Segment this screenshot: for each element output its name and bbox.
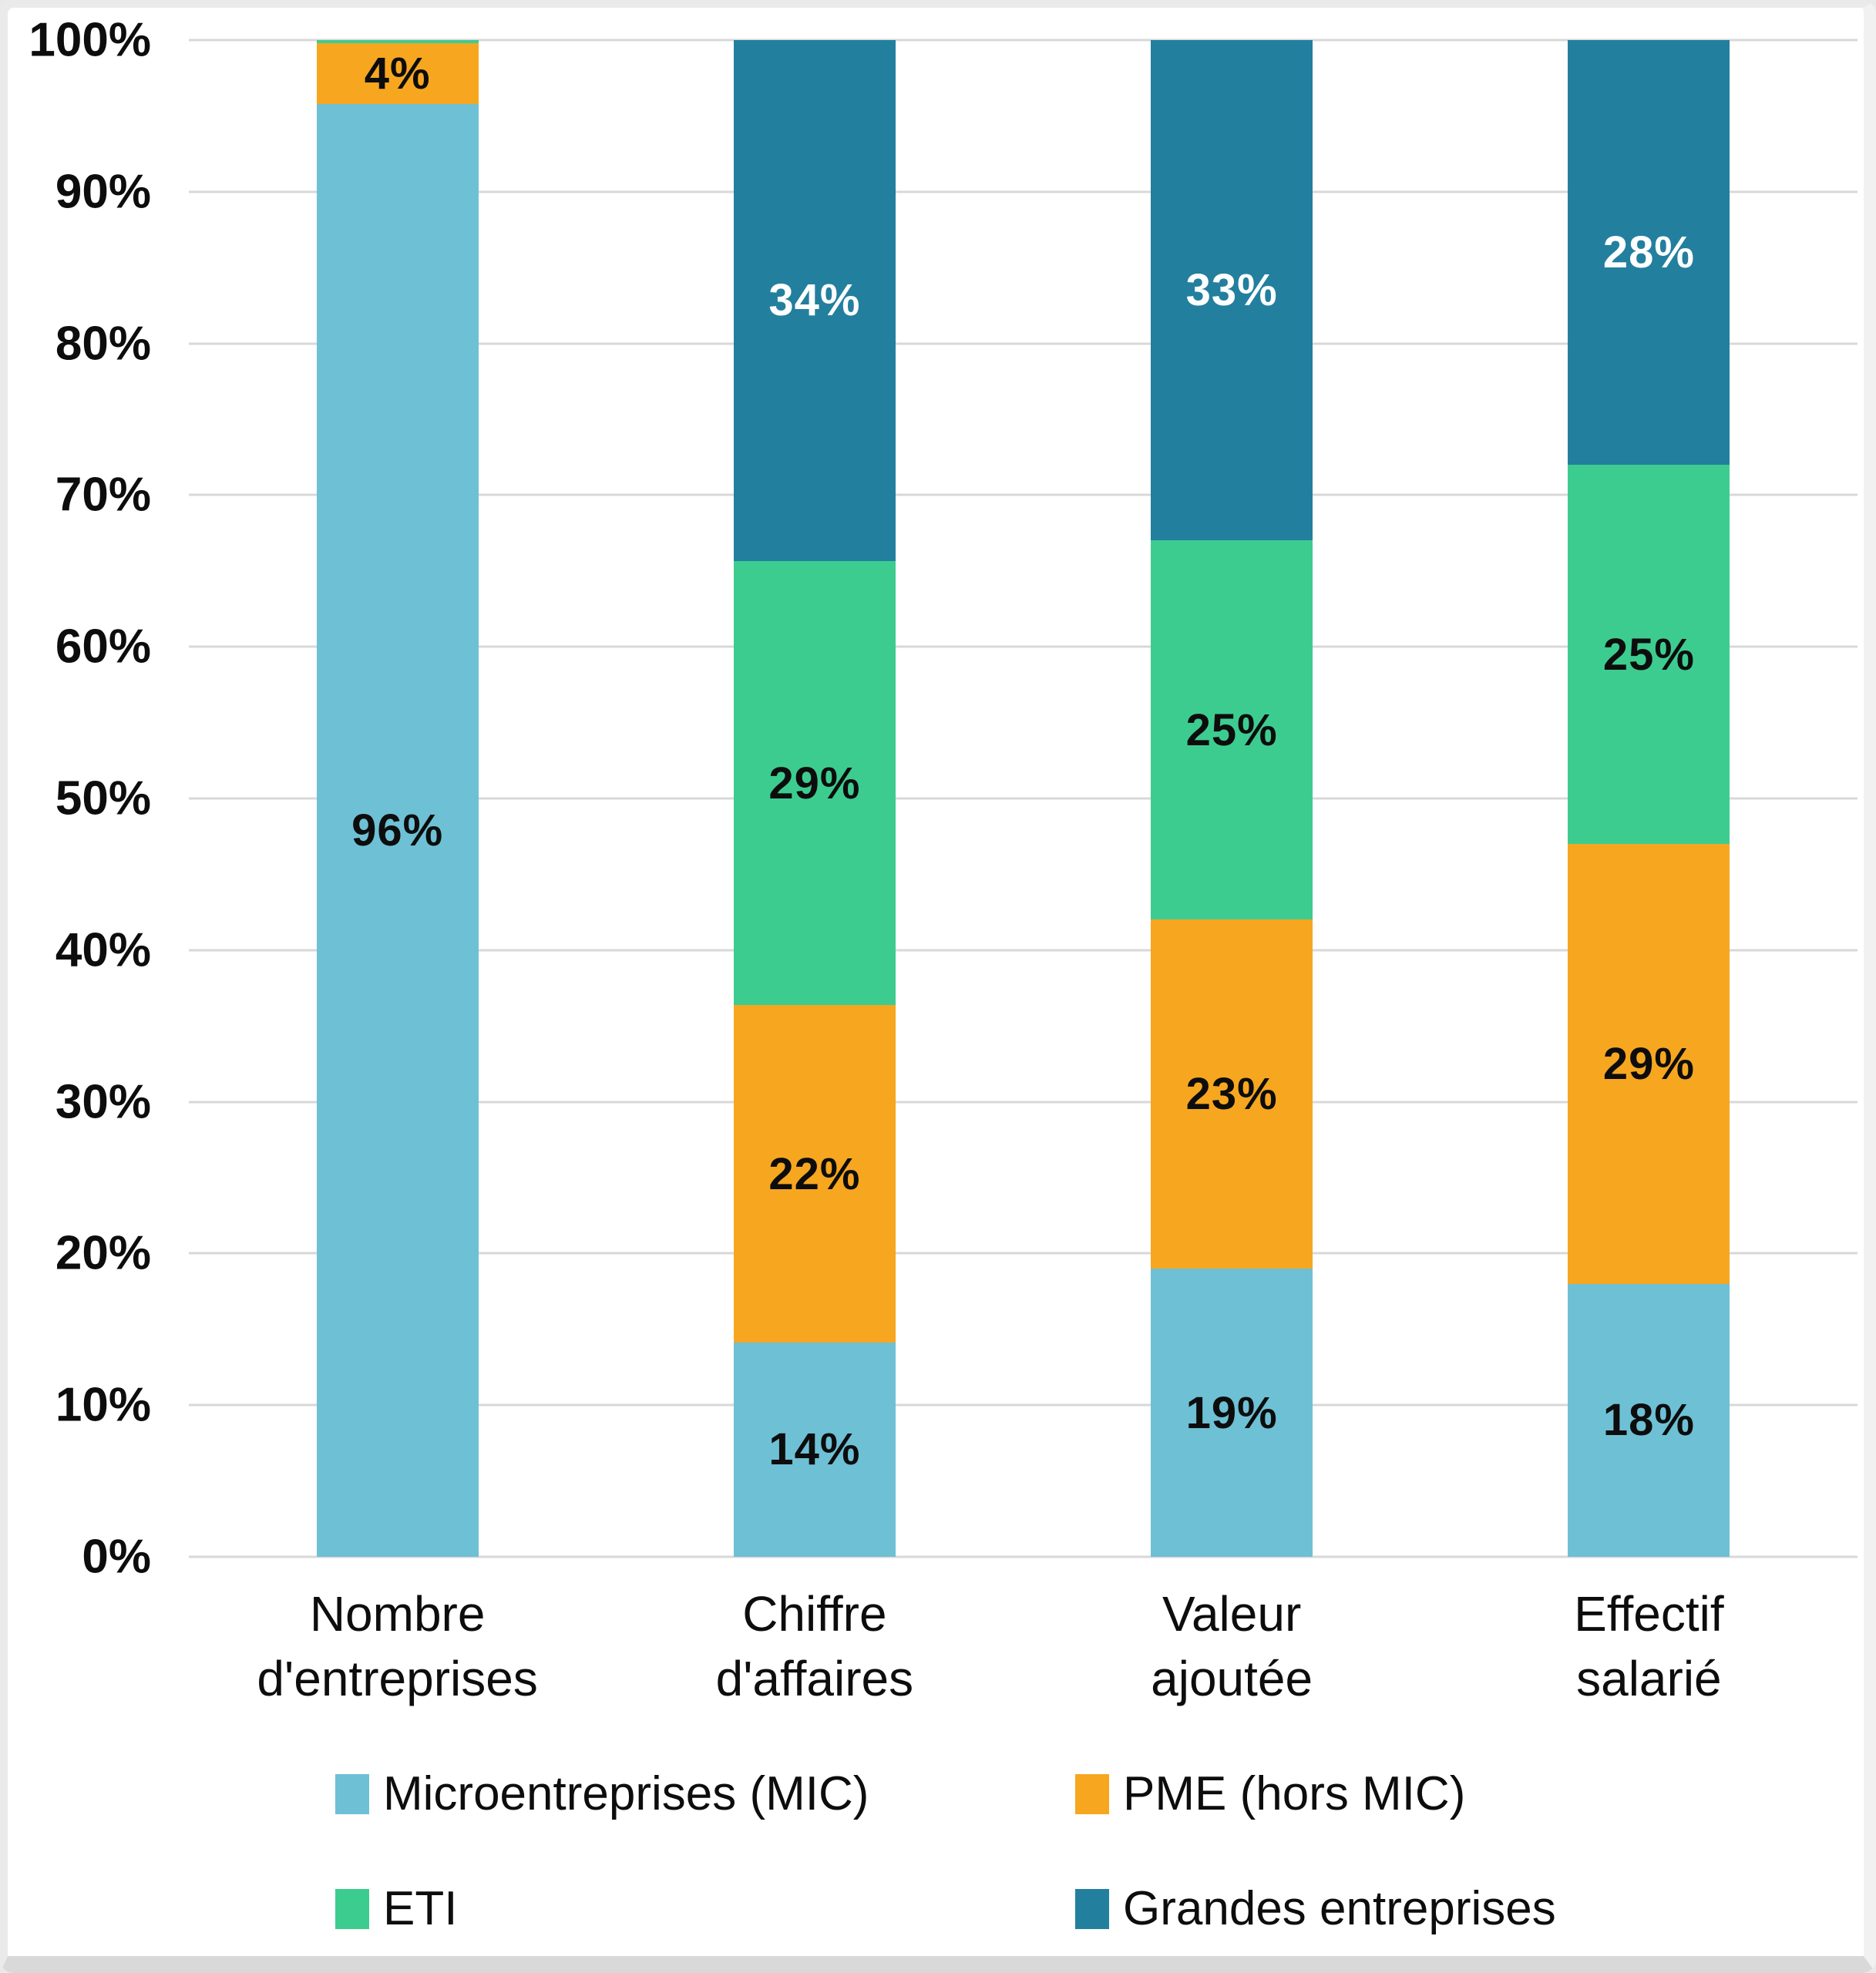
gridline (189, 1101, 1858, 1104)
segment-value-label: 96% (351, 805, 444, 855)
segment-value-label: 14% (768, 1424, 861, 1475)
legend-item: Microentreprises (MIC) (335, 1766, 1075, 1821)
bar-segment: 33% (1151, 40, 1313, 541)
legend-swatch (335, 1773, 369, 1814)
legend-item-label: Microentreprises (MIC) (383, 1767, 869, 1820)
bar-segment: 4% (316, 42, 479, 104)
y-axis-tick-label: 10% (55, 1378, 151, 1432)
bar-segment (316, 40, 479, 43)
y-axis-tick-label: 30% (55, 1075, 151, 1129)
segment-value-label: 29% (768, 758, 861, 808)
bar-segment: 29% (1568, 844, 1730, 1284)
bar-segment: 25% (1568, 465, 1730, 845)
stacked-bar: 18% 29% 25% 28% (1568, 40, 1730, 1557)
gridline (189, 342, 1858, 345)
segment-value-label: 19% (1185, 1387, 1278, 1438)
y-axis-tick-label: 0% (82, 1530, 151, 1584)
stacked-bar: 96% 4% (316, 40, 479, 1557)
gridline (189, 645, 1858, 648)
x-axis-category-label: Nombre d'entreprises (257, 1586, 538, 1707)
segment-value-label: 25% (1185, 704, 1278, 755)
y-axis-tick-label: 90% (55, 165, 151, 219)
gridline (189, 1555, 1858, 1558)
segment-value-label: 33% (1185, 265, 1278, 316)
segment-value-label: 29% (1602, 1038, 1695, 1089)
bar-segment: 25% (1151, 540, 1313, 920)
y-axis-tick-label: 20% (55, 1226, 151, 1280)
bar-segment: 34% (733, 40, 896, 561)
legend-item: Grandes entreprises (1075, 1881, 1646, 1936)
legend-item-label: ETI (383, 1882, 458, 1935)
segment-value-label: 22% (768, 1148, 861, 1199)
bar-segment: 23% (1151, 919, 1313, 1269)
y-axis-tick-label: 100% (29, 13, 151, 67)
x-axis-category-label: Effectif salarié (1574, 1586, 1724, 1707)
y-axis-tick-label: 60% (55, 620, 151, 674)
gridline (189, 1403, 1858, 1407)
x-axis: Nombre d'entreprises Chiffre d'affaires Vale… (189, 1581, 1858, 1712)
stacked-bar-chart: 0% 10% 20% 30% 40% 50% 60% 70% 80% 90% 100% 96% 4% 1… (8, 8, 1864, 1956)
gridline (189, 39, 1858, 42)
y-axis: 0% 10% 20% 30% 40% 50% 60% 70% 80% 90% 100% (8, 14, 151, 1584)
bar-segment: 19% (1151, 1269, 1313, 1557)
legend-item-label: Grandes entreprises (1123, 1882, 1556, 1935)
legend-swatch (1075, 1888, 1109, 1929)
y-axis-tick-label: 50% (55, 771, 151, 825)
gridline (189, 493, 1858, 496)
bar-segment: 96% (316, 103, 479, 1557)
segment-value-label: 28% (1602, 227, 1695, 278)
gridline (189, 797, 1858, 800)
legend-item: ETI (335, 1881, 1075, 1936)
bar-segment: 29% (733, 560, 896, 1006)
legend-swatch (335, 1888, 369, 1929)
gridline (189, 949, 1858, 952)
bar-segment: 18% (1568, 1283, 1730, 1557)
segment-value-label: 25% (1602, 629, 1695, 680)
segment-value-label: 23% (1185, 1069, 1278, 1120)
legend-item-label: PME (hors MIC) (1123, 1767, 1466, 1820)
segment-value-label: 18% (1602, 1395, 1695, 1446)
y-axis-tick-label: 80% (55, 317, 151, 371)
y-axis-tick-label: 40% (55, 923, 151, 977)
segment-value-label: 34% (768, 275, 861, 326)
legend: Microentreprises (MIC) PME (hors MIC) ETI G… (335, 1766, 1646, 1936)
gridline (189, 1252, 1858, 1255)
y-axis-tick-label: 70% (55, 468, 151, 522)
x-axis-category-label: Valeur ajoutée (1151, 1586, 1313, 1707)
plot-area: 96% 4% 14% 22% 29% 34% 19% 23% 25% 33% 18% 29% 25% 28… (189, 39, 1858, 1558)
bar-segment: 22% (733, 1005, 896, 1343)
legend-swatch (1075, 1773, 1109, 1814)
legend-item: PME (hors MIC) (1075, 1766, 1646, 1821)
stacked-bar: 19% 23% 25% 33% (1151, 40, 1313, 1557)
segment-value-label: 4% (364, 48, 431, 99)
bars-container: 96% 4% 14% 22% 29% 34% 19% 23% 25% 33% 18% 29% 25% 28… (189, 40, 1858, 1557)
bar-segment: 28% (1568, 40, 1730, 466)
stacked-bar: 14% 22% 29% 34% (733, 40, 896, 1557)
gridline (189, 190, 1858, 193)
x-axis-category-label: Chiffre d'affaires (715, 1586, 914, 1707)
bar-segment: 14% (733, 1342, 896, 1557)
